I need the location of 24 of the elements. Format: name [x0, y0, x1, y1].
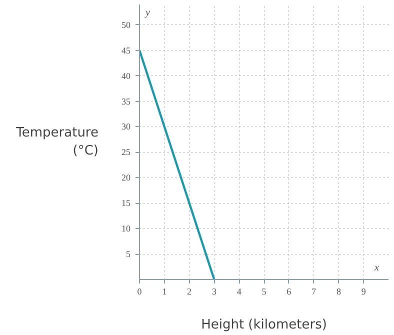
- y-tick-label: 25: [122, 147, 131, 158]
- x-axis-title: Height (kilometers): [201, 318, 327, 332]
- y-tick-label: 20: [122, 172, 131, 183]
- x-tick-label: 0: [137, 286, 142, 296]
- y-tick-label: 5: [126, 249, 131, 260]
- y-tick-label: 45: [122, 45, 131, 56]
- x-tick-label: 1: [162, 286, 167, 296]
- annotation: y: [144, 8, 150, 18]
- x-tick-label: 3: [212, 286, 217, 296]
- y-axis-title: Temperature (°C): [15, 126, 99, 158]
- annotation: x: [374, 262, 380, 274]
- x-tick-label: 9: [361, 286, 366, 296]
- x-tick-label: 4: [236, 286, 242, 296]
- y-tick-label: 30: [122, 122, 131, 132]
- y-tick-label: 35: [122, 96, 131, 106]
- x-tick-label: 8: [336, 286, 342, 296]
- y-tick-label: 40: [122, 70, 131, 81]
- y-tick-label: 50: [122, 20, 131, 30]
- x-tick-label: 2: [187, 286, 192, 296]
- x-tick-label: 5: [262, 286, 267, 296]
- x-tick-label: 6: [286, 286, 292, 296]
- y-tick-label: 10: [122, 224, 131, 234]
- x-tick-label: 7: [312, 286, 317, 296]
- y-tick-label: 15: [122, 198, 131, 208]
